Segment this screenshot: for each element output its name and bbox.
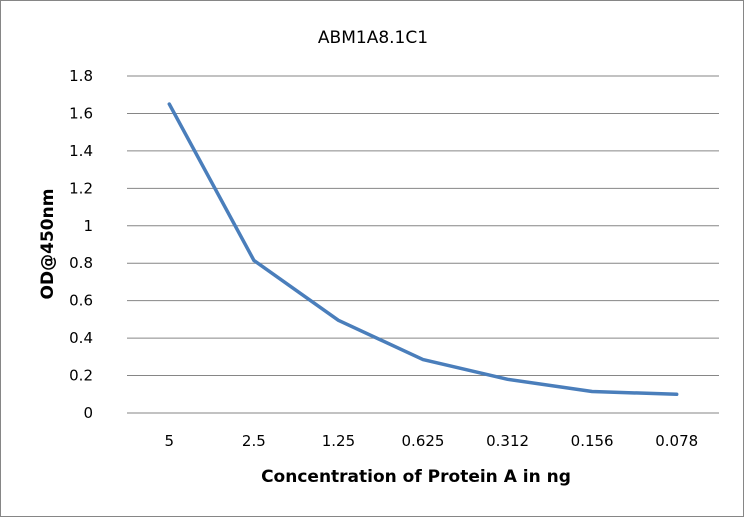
y-tick-label: 0.6 — [69, 292, 93, 310]
grid-layer — [127, 75, 719, 414]
x-axis-title: Concentration of Protein A in ng — [261, 467, 571, 487]
y-tick-label: 0.2 — [69, 367, 93, 385]
x-tick-label: 5 — [165, 432, 175, 450]
y-axis-title: OD@450nm — [38, 189, 58, 300]
y-tick-label: 1.4 — [69, 142, 93, 160]
x-tick-label: 0.078 — [655, 432, 698, 450]
series-line-0 — [167, 102, 679, 397]
y-tick-label: 0.4 — [69, 329, 93, 347]
chart-title: ABM1A8.1C1 — [318, 28, 428, 48]
x-tick-label: 2.5 — [242, 432, 266, 450]
y-axis-ticks: 0 0.2 0.4 0.6 0.8 1 1.2 1.4 1.6 1.8 — [69, 67, 93, 422]
y-tick-label: 0.8 — [69, 254, 93, 272]
x-tick-label: 0.312 — [486, 432, 529, 450]
y-tick-label: 1.8 — [69, 67, 93, 85]
x-tick-label: 0.625 — [402, 432, 445, 450]
y-tick-label: 0 — [83, 404, 93, 422]
x-tick-label: 0.156 — [571, 432, 614, 450]
x-tick-label: 1.25 — [322, 432, 355, 450]
y-tick-label: 1 — [83, 217, 93, 235]
y-tick-label: 1.2 — [69, 179, 93, 197]
series-layer — [167, 102, 679, 397]
y-tick-label: 1.6 — [69, 104, 93, 122]
x-axis-ticks: 5 2.5 1.25 0.625 0.312 0.156 0.078 — [165, 432, 699, 450]
